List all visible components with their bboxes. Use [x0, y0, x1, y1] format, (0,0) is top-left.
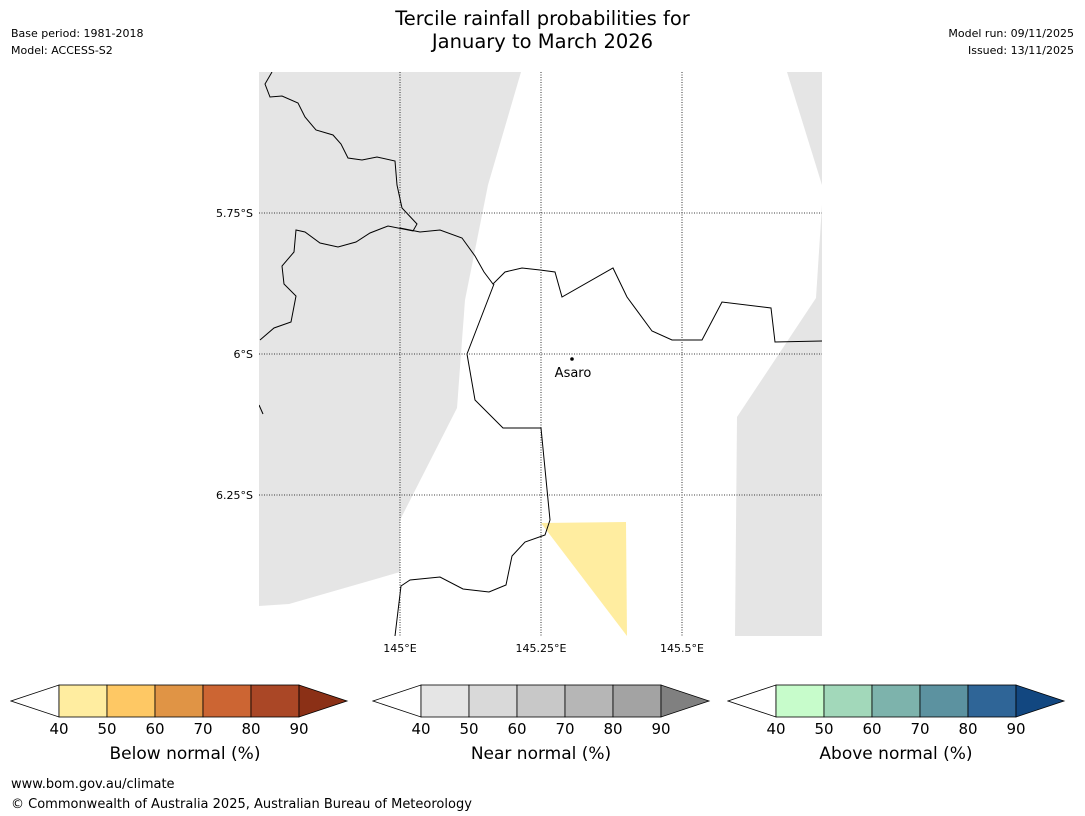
- map: Asaro 5.75°S 6°S 6.25°S 145°E 145.25°E 1…: [216, 72, 822, 655]
- colorbar-extend-low: [372, 684, 422, 718]
- colorbar-extend-high: [660, 684, 711, 718]
- colorbar-segment: [871, 684, 921, 718]
- colorbar-near-tick: 70: [555, 720, 575, 738]
- colorbar-below-label: Below normal (%): [109, 744, 261, 764]
- colorbar-extend-low: [727, 684, 777, 718]
- boundary-district-inner: [394, 283, 551, 636]
- colorbar-above-label: Above normal (%): [819, 744, 973, 764]
- colorbar-above-tick: 50: [814, 720, 834, 738]
- lat-labels: 5.75°S 6°S 6.25°S: [216, 207, 253, 502]
- colorbar-segment: [420, 684, 470, 718]
- meta-left: Base period: 1981-2018 Model: ACCESS-S2: [11, 25, 143, 59]
- model-name: Model: ACCESS-S2: [11, 44, 113, 57]
- boundaries: [259, 72, 822, 636]
- near-normal-region-west: [259, 72, 521, 606]
- colorbar-above-graphic: [727, 684, 1066, 718]
- place-marker: Asaro: [555, 357, 592, 381]
- colorbar-segment: [202, 684, 252, 718]
- place-dot: [570, 357, 574, 361]
- place-label: Asaro: [555, 366, 592, 381]
- lon-label-145e: 145°E: [383, 642, 416, 655]
- colorbar-near-normal: 40 50 60 70 80 90 Near normal (%): [372, 684, 712, 764]
- lat-label-6-25s: 6.25°S: [216, 489, 253, 502]
- boundary-west-a: [259, 72, 418, 341]
- boundary-district-north: [399, 227, 822, 343]
- colorbar-above-normal: 40 50 60 70 80 90 Above normal (%): [727, 684, 1067, 764]
- near-normal-region-east: [735, 205, 822, 636]
- colorbar-extend-low: [10, 684, 60, 718]
- colorbar-below-normal: 40 50 60 70 80 90 Below normal (%): [10, 684, 350, 764]
- issued-date: Issued: 13/11/2025: [967, 44, 1074, 57]
- colorbar-above-tick: 80: [958, 720, 978, 738]
- lon-label-145-25e: 145.25°E: [516, 642, 567, 655]
- colorbar-near-graphic: [372, 684, 711, 718]
- lon-labels: 145°E 145.25°E 145.5°E: [383, 642, 704, 655]
- colorbar-segment: [154, 684, 204, 718]
- colorbar-above-tick: 90: [1006, 720, 1026, 738]
- colorbar-segment: [106, 684, 156, 718]
- colorbar-segment: [468, 684, 518, 718]
- lat-label-6s: 6°S: [234, 348, 253, 361]
- colorbar-below-tick: 80: [241, 720, 261, 738]
- title-line-2: January to March 2026: [431, 30, 654, 53]
- colorbar-near-tick: 60: [507, 720, 527, 738]
- colorbar-below-tick: 90: [289, 720, 309, 738]
- colorbar-below-tick: 70: [193, 720, 213, 738]
- colorbar-near-tick: 40: [411, 720, 431, 738]
- colorbar-above-tick: 70: [910, 720, 930, 738]
- colorbar-segment: [58, 684, 108, 718]
- lat-label-5-75s: 5.75°S: [216, 207, 253, 220]
- colorbar-segment: [967, 684, 1017, 718]
- colorbar-segment: [612, 684, 662, 718]
- colorbar-near-label: Near normal (%): [470, 744, 612, 764]
- colorbar-near-tick: 80: [603, 720, 623, 738]
- colorbar-above-tick: 60: [862, 720, 882, 738]
- colorbar-segment: [250, 684, 300, 718]
- copyright-text: © Commonwealth of Australia 2025, Austra…: [11, 797, 472, 812]
- website-text: www.bom.gov.au/climate: [11, 777, 175, 792]
- colorbar-segment: [564, 684, 614, 718]
- lon-label-145-5e: 145.5°E: [660, 642, 704, 655]
- colorbar-segment: [516, 684, 566, 718]
- below-normal-region: [541, 522, 627, 636]
- near-normal-region-northeast: [787, 72, 822, 185]
- colorbar-near-tick: 50: [459, 720, 479, 738]
- colorbar-segment: [775, 684, 825, 718]
- colorbar-segment: [919, 684, 969, 718]
- colorbar-below-graphic: [10, 684, 349, 718]
- base-period: Base period: 1981-2018: [11, 27, 144, 40]
- map-title: Tercile rainfall probabilities for Janua…: [0, 7, 1085, 53]
- colorbar-below-tick: 60: [145, 720, 165, 738]
- colorbar-near-tick: 90: [651, 720, 671, 738]
- meta-right: Model run: 09/11/2025 Issued: 13/11/2025: [948, 25, 1074, 59]
- footer: www.bom.gov.au/climate © Commonwealth of…: [11, 775, 472, 815]
- colorbar-below-tick: 40: [49, 720, 69, 738]
- colorbar-above-tick: 40: [766, 720, 786, 738]
- boundary-west-b: [259, 404, 264, 415]
- model-run: Model run: 09/11/2025: [948, 27, 1074, 40]
- colorbar-below-tick: 50: [97, 720, 117, 738]
- colorbar-extend-high: [1015, 684, 1066, 718]
- colorbar-segment: [823, 684, 873, 718]
- gridlines: [259, 72, 822, 636]
- colorbar-extend-high: [298, 684, 349, 718]
- title-line-1: Tercile rainfall probabilities for: [395, 7, 690, 30]
